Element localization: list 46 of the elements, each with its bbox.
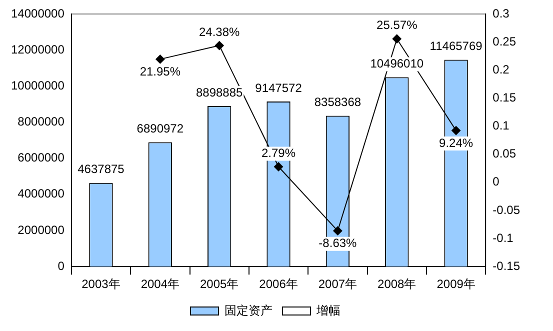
data-label: 10496010 — [370, 56, 424, 71]
y-tick-label: 8000000 — [18, 114, 65, 129]
point — [392, 34, 402, 44]
data-label: 4637875 — [78, 162, 125, 176]
data-label: 8898885 — [196, 85, 244, 100]
data-label: 9147572 — [255, 80, 302, 95]
data-label: 8358368 — [314, 95, 362, 110]
y2-tick-label: -0.1 — [492, 230, 514, 245]
x-tick-label: 2009年 — [436, 277, 476, 292]
data-label: 24.38% — [198, 24, 240, 39]
x-tick-label: 2007年 — [318, 277, 358, 292]
y2-tick-label: 0 — [492, 174, 500, 189]
x-tick-label: 2005年 — [200, 277, 239, 292]
data-label: 11465769 — [430, 39, 483, 54]
y-tick-label: 0 — [58, 258, 65, 273]
legend-label: 增幅 — [316, 303, 340, 318]
y-tick-label: 12000000 — [11, 42, 65, 56]
data-label: 25.57% — [376, 18, 418, 32]
x-tick-label: 2003年 — [82, 277, 120, 292]
y-tick-label: 14000000 — [11, 6, 65, 20]
y2-tick-label: 0.3 — [492, 6, 510, 20]
data-label: 21.95% — [140, 64, 181, 78]
y-tick-label: 2000000 — [18, 222, 65, 237]
y2-tick-label: 0.15 — [492, 90, 516, 105]
data-label: 2.79% — [262, 146, 296, 160]
x-tick-label: 2008年 — [378, 277, 416, 292]
y-tick-label: 4000000 — [18, 186, 65, 201]
point — [274, 162, 284, 172]
y2-tick-label: 0.25 — [492, 34, 516, 48]
y2-tick-label: -0.05 — [492, 202, 520, 217]
y2-tick-label: -0.15 — [492, 258, 520, 273]
point — [452, 126, 461, 136]
x-tick-label: 2004年 — [140, 277, 180, 292]
point — [214, 41, 224, 50]
data-label: 6890972 — [136, 122, 184, 136]
data-label: 9.24% — [439, 136, 474, 150]
point — [333, 226, 342, 236]
x-tick-label: 2006年 — [259, 277, 298, 292]
legend-label: 固定资产 — [224, 303, 272, 318]
y-tick-label: 6000000 — [18, 150, 65, 165]
y-tick-label: 10000000 — [11, 78, 65, 92]
y2-tick-label: 0.2 — [492, 62, 510, 76]
y2-tick-label: 0.05 — [492, 146, 516, 161]
point — [156, 54, 165, 64]
data-label: -8.63% — [318, 236, 358, 250]
y2-tick-label: 0.1 — [492, 118, 510, 133]
